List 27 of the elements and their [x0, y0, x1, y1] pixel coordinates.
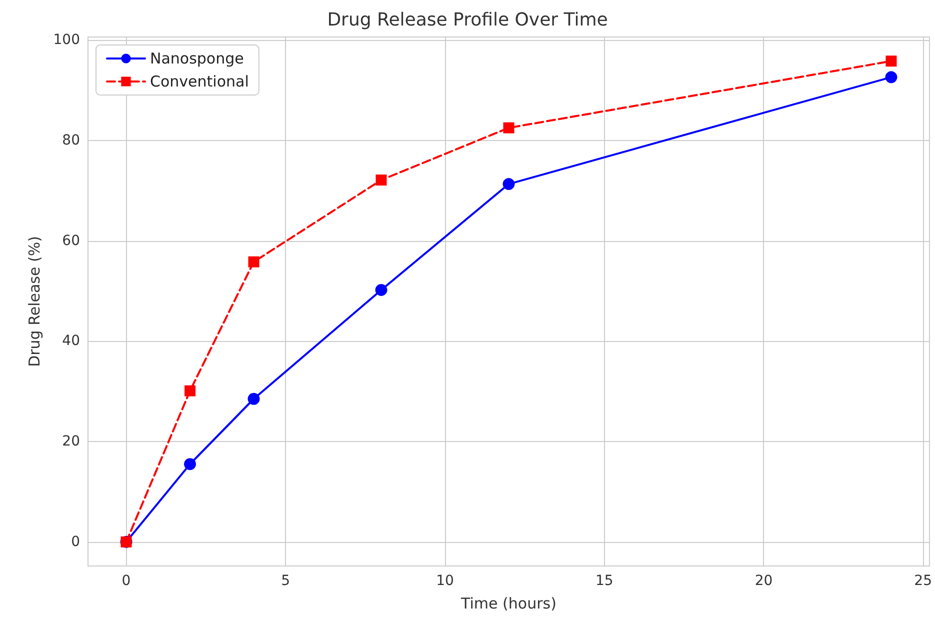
y-tick-label: 40 — [62, 333, 80, 350]
point — [248, 256, 260, 268]
point — [886, 56, 897, 67]
x-tick-label: 25 — [914, 573, 932, 589]
y-tick-label: 80 — [62, 132, 80, 148]
x-tick-label: 5 — [281, 573, 290, 589]
y-tick-label: 100 — [53, 32, 80, 48]
point — [184, 458, 196, 470]
y-axis-title: Drug Release (%) — [26, 236, 44, 367]
x-tick-label: 20 — [754, 573, 773, 589]
point — [184, 385, 196, 396]
point — [503, 122, 514, 134]
x-tick-label: 10 — [436, 573, 454, 589]
y-tick-label: 20 — [62, 434, 80, 450]
point — [502, 178, 515, 190]
y-tick-label: 60 — [62, 232, 80, 249]
y-tick-label: 0 — [71, 534, 80, 550]
point — [248, 392, 260, 405]
legend-label: Nanosponge — [150, 50, 244, 68]
point — [375, 284, 388, 296]
x-axis-title: Time (hours) — [460, 594, 556, 612]
point — [376, 174, 387, 186]
x-tick-label: 15 — [595, 573, 614, 589]
x-tick-label: 0 — [122, 573, 131, 589]
point — [885, 71, 898, 84]
legend-label: Conventional — [150, 72, 249, 90]
chart-title: Drug Release Profile Over Time — [327, 10, 608, 30]
